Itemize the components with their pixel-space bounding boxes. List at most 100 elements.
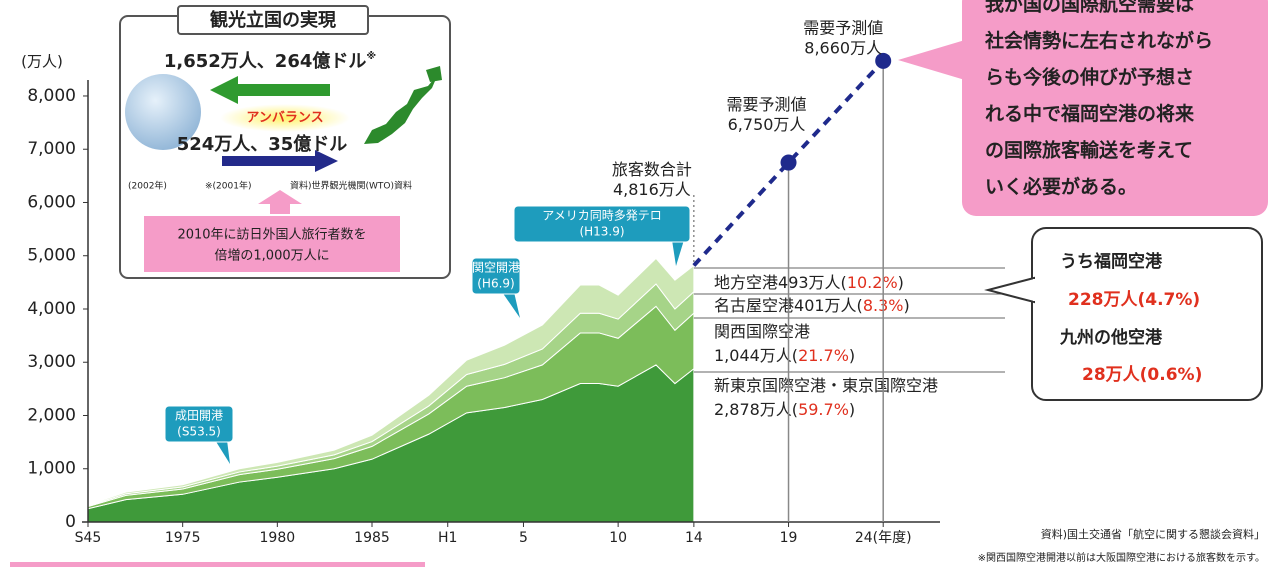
fukuoka-value: 228万人(4.7%) [1068,290,1200,310]
y-tick-label: 8,000 [27,86,76,106]
inbound-arrow [210,76,330,104]
forecast-point [875,52,892,69]
goal-box [144,216,400,272]
x-tick-label: 19 [780,530,798,546]
series-label: 関西国際空港 [714,322,810,341]
series-label: 名古屋空港401万人(8.3%) [714,296,910,315]
inbound-line: 1,652万人、264億ドル※ [164,50,376,72]
message-pointer [898,40,965,80]
series-share: 21.7% [798,346,849,365]
inset: 観光立国の実現 1,652万人、264億ドル※ アンバランス 524万人、35億… [119,5,451,279]
forecast-label: 旅客数合計 [612,160,692,179]
message-line: 我が国の国際航空需要は [985,0,1194,16]
callout-text: (S53.5) [177,425,221,439]
decor-bar [10,562,425,567]
globe [125,74,201,150]
goal-text: 倍増の1,000万人に [214,249,329,264]
series-value: ) [903,296,909,315]
y-tick-label: 2,000 [27,405,76,425]
forecast-label: 6,750万人 [728,115,806,134]
outbound-line: 524万人、35億ドル [177,133,348,155]
balance-glow [220,104,350,132]
kyushu-label: 九州の他空港 [1059,327,1163,348]
callout-box [513,205,691,243]
x-tick-label: 14 [685,530,703,546]
forecast-label: 4,816万人 [613,180,691,199]
series-share: 59.7% [798,400,849,419]
y-tick-label: 1,000 [27,459,76,479]
fukuoka-label: うち福岡空港 [1060,251,1163,272]
x-tick-label: S45 [75,530,102,546]
forecast-label: 需要予測値 [727,95,807,114]
forecast-label: 8,660万人 [804,38,882,57]
forecast-line [692,59,885,267]
series-value: 493万人( [778,273,847,292]
series-label: 地方空港493万人(10.2%) [714,273,904,292]
callout-box [164,405,234,443]
y-tick-label: 3,000 [27,352,76,372]
series-name: 名古屋空港 [714,296,794,315]
goal-arrow [258,190,302,214]
callout-pointer [672,240,684,266]
message-line: いく必要がある。 [985,175,1137,198]
forecast-point [780,154,797,171]
series-value: ) [849,400,855,419]
series-value: ) [898,273,904,292]
inset-note: ※(2001年) [205,180,251,192]
message-line: の国際旅客輸送を考えて [985,139,1193,162]
series-name: 地方空港 [714,273,778,292]
callout-pointer [502,292,520,318]
series-value: 1,044万人( [714,346,798,365]
balance-text: アンバランス [246,111,323,126]
outbound-arrow [222,150,338,172]
message-box [962,0,1268,216]
series-label: 2,878万人(59.7%) [714,400,855,419]
message-line: れる中で福岡空港の将来 [985,102,1194,125]
callout-text: (H6.9) [477,277,514,291]
x-tick-label: 5 [519,530,528,546]
series-name: 関西国際空港 [714,322,810,341]
callout-text: 関空開港 [472,261,520,275]
x-tick-label: 1975 [165,530,201,546]
inset-note: (2002年) [128,180,167,192]
y-tick-label: 0 [65,512,76,532]
x-tick-label: 10 [609,530,627,546]
series-value: ) [849,346,855,365]
callout-box [471,257,521,295]
inbound-note: ※ [366,50,376,62]
plot-area: (万人) 0 1,000 2,000 3,000 4,000 5,000 6,000 7,000… [21,18,1005,546]
source: 資料)国土交通省「航空に関する懇談会資料」 [1041,527,1265,541]
series-value: 2,878万人( [714,400,798,419]
inset-note: 資料)世界観光機関(WTO)資料 [290,180,412,192]
x-tick-label: H1 [438,530,457,546]
message-line: 社会情勢に左右されながら [984,29,1213,52]
forecast-label: 需要予測値 [803,18,883,37]
japan-map [364,74,438,144]
callout-text: 成田開港 [175,409,223,423]
series-value: 401万人( [794,296,863,315]
callout-box [1031,227,1263,401]
message: 我が国の国際航空需要は社会情勢に左右されながららも今後の伸びが予想される中で福岡… [898,0,1268,216]
kyushu-value: 28万人(0.6%) [1082,365,1202,385]
y-tick-label: 6,000 [27,192,76,212]
series-share: 10.2% [847,273,898,292]
inbound-text: 1,652万人、264億ドル [164,50,367,72]
callout-pointer [984,276,1035,304]
callout-text: アメリカ同時多発テロ [542,209,661,223]
x-tick-label: 24(年度) [855,530,912,546]
y-tick-label: 7,000 [27,139,76,159]
y-tick-label: 5,000 [27,246,76,266]
x-tick-label: 1985 [354,530,390,546]
area [87,257,695,507]
y-tick-label: 4,000 [27,299,76,319]
callout-joint [1033,279,1037,301]
callout-text: (H13.9) [579,225,624,239]
x-tick-label: 1980 [260,530,296,546]
series-label: 新東京国際空港・東京国際空港 [714,376,938,395]
fukuoka-callout: うち福岡空港 228万人(4.7%) 九州の他空港 28万人(0.6%) [984,227,1263,401]
japan-map [426,66,442,82]
y-axis-label: (万人) [21,53,63,71]
callout-pointer [215,440,230,464]
footnote: ※関西国際空港開港以前は大阪国際空港における旅客数を示す。 [978,551,1265,564]
